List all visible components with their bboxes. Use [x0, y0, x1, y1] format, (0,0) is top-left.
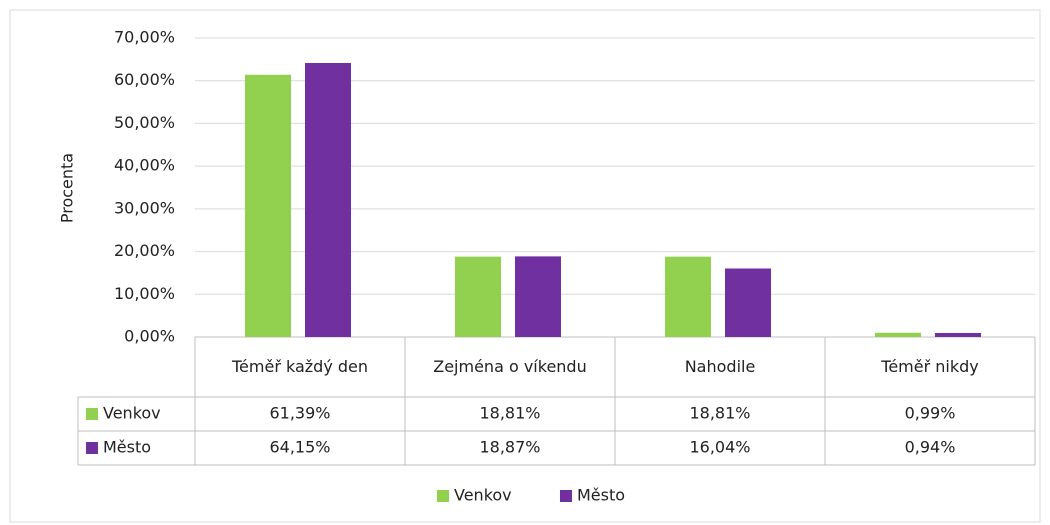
table-value: 18,87% — [479, 438, 540, 457]
bar — [305, 62, 351, 338]
y-tick-label: 70,00% — [114, 28, 175, 47]
table-value: 61,39% — [269, 404, 330, 423]
x-tick-label: Nahodile — [684, 357, 756, 376]
x-tick-label: Téměř nikdy — [881, 357, 979, 376]
bar — [455, 256, 501, 337]
y-tick-label: 0,00% — [124, 327, 175, 346]
table-value: 16,04% — [689, 438, 750, 457]
x-tick-label: Téměř každý den — [231, 357, 369, 376]
y-tick-label: 20,00% — [114, 241, 175, 260]
legend-label: Město — [577, 486, 625, 505]
bar — [875, 332, 921, 337]
table-value: 0,94% — [905, 438, 956, 457]
table-legend-key — [86, 442, 98, 454]
bar — [245, 74, 291, 337]
legend-label: Venkov — [454, 486, 512, 505]
y-tick-label: 30,00% — [114, 198, 175, 217]
bar — [665, 256, 711, 337]
bar — [935, 332, 981, 337]
table-legend-key — [86, 408, 98, 420]
bar — [725, 268, 771, 337]
category-cell: Nahodile — [684, 357, 756, 376]
table-value: 0,99% — [905, 404, 956, 423]
table-value: 18,81% — [689, 404, 750, 423]
x-tick-label: Zejména o víkendu — [433, 357, 587, 376]
legend-key — [437, 490, 449, 502]
table-value: 64,15% — [269, 438, 330, 457]
category-cell: Zejména o víkendu — [433, 357, 587, 376]
y-tick-label: 60,00% — [114, 70, 175, 89]
table-series-name: Město — [103, 438, 151, 457]
table-value: 18,81% — [479, 404, 540, 423]
y-axis-title: Procenta — [58, 153, 77, 223]
legend-key — [560, 490, 572, 502]
table-series-name: Venkov — [103, 404, 161, 423]
y-tick-label: 50,00% — [114, 113, 175, 132]
bar — [515, 256, 561, 337]
y-tick-label: 40,00% — [114, 156, 175, 175]
y-tick-label: 10,00% — [114, 284, 175, 303]
category-cell: Téměř nikdy — [881, 357, 979, 376]
category-cell: Téměř každý den — [231, 357, 369, 376]
